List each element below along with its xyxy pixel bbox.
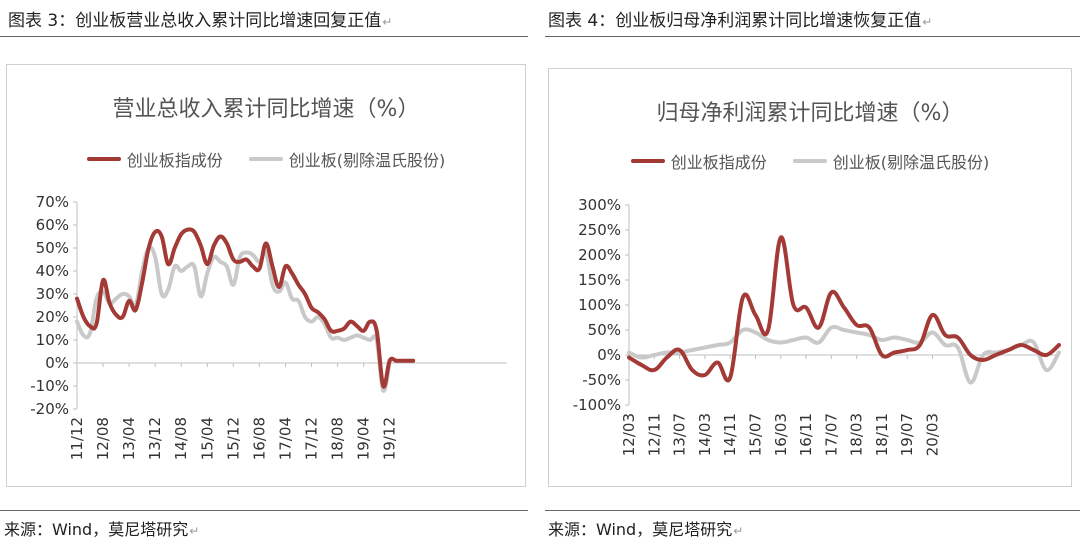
right-y-tick-label: -100% bbox=[573, 396, 621, 414]
right-x-tick-label: 14/11 bbox=[721, 413, 739, 456]
left-x-tick-label: 14/08 bbox=[172, 417, 190, 460]
left-y-tick-label: 50% bbox=[36, 239, 69, 257]
right-y-tick-label: -50% bbox=[582, 371, 621, 389]
left-y-tick-label: -20% bbox=[30, 400, 69, 418]
right-source-rule bbox=[545, 510, 1080, 511]
left-x-tick-label: 12/08 bbox=[94, 417, 112, 460]
right-x-tick-label: 20/03 bbox=[924, 413, 942, 456]
right-x-tick-label: 12/03 bbox=[620, 413, 638, 456]
right-x-tick-label: 16/03 bbox=[772, 413, 790, 456]
left-legend-swatch-1 bbox=[86, 157, 121, 161]
left-chart-box: 营业总收入累计同比增速（%） 创业板指成份 创业板(剔除温氏股份) 70% 60%… bbox=[6, 64, 526, 487]
right-y-tick-label: 300% bbox=[578, 196, 621, 214]
right-legend-label-2: 创业板(剔除温氏股份) bbox=[832, 153, 990, 172]
left-title-rule bbox=[0, 36, 528, 37]
left-x-tick-label: 15/04 bbox=[198, 417, 216, 460]
left-chart-title: 营业总收入累计同比增速（%） bbox=[112, 97, 420, 122]
left-x-tick-label: 16/08 bbox=[250, 417, 268, 460]
right-y-tick-label: 200% bbox=[578, 246, 621, 264]
right-title-rule bbox=[545, 36, 1080, 37]
right-legend-swatch-1 bbox=[630, 159, 665, 163]
right-legend-item-2: 创业板(剔除温氏股份) bbox=[792, 149, 990, 173]
right-x-tick-label: 19/07 bbox=[898, 413, 916, 456]
left-y-tick-label: 40% bbox=[36, 262, 69, 280]
left-legend-swatch-2 bbox=[248, 157, 283, 161]
left-y-tick-label: 70% bbox=[36, 193, 69, 211]
left-y-tick-label: 20% bbox=[36, 308, 69, 326]
right-x-tick-label: 15/07 bbox=[746, 413, 764, 456]
left-x-tick-label: 17/04 bbox=[276, 417, 294, 460]
left-x-tick-label: 19/12 bbox=[381, 417, 399, 460]
right-y-tick-label: 100% bbox=[578, 296, 621, 314]
right-y-tick-label: 0% bbox=[597, 346, 621, 364]
right-y-tick-label: 150% bbox=[578, 271, 621, 289]
left-legend-label-2: 创业板(剔除温氏股份) bbox=[288, 151, 446, 170]
right-x-tick-label: 17/07 bbox=[822, 413, 840, 456]
left-x-tick-label: 19/04 bbox=[355, 417, 373, 460]
left-series-1-line bbox=[75, 227, 416, 389]
right-legend: 创业板指成份 创业板(剔除温氏股份) bbox=[549, 149, 1071, 173]
right-chart-title: 归母净利润累计同比增速（%） bbox=[656, 101, 964, 126]
left-x-tick-label: 13/12 bbox=[146, 417, 164, 460]
left-y-tick-label: 0% bbox=[45, 354, 69, 372]
right-x-tick-label: 16/11 bbox=[797, 413, 815, 456]
right-source: 来源：Wind，莫尼塔研究↵ bbox=[548, 520, 744, 539]
left-legend-item-1: 创业板指成份 bbox=[86, 147, 223, 171]
right-legend-swatch-2 bbox=[792, 159, 827, 163]
left-legend: 创业板指成份 创业板(剔除温氏股份) bbox=[7, 147, 525, 171]
right-x-tick-label: 18/03 bbox=[848, 413, 866, 456]
right-x-tick-label: 18/11 bbox=[873, 413, 891, 456]
left-y-tick-label: 10% bbox=[36, 331, 69, 349]
left-x-tick-label: 15/12 bbox=[224, 417, 242, 460]
left-source: 来源：Wind，莫尼塔研究↵ bbox=[4, 520, 200, 539]
left-source-rule bbox=[0, 510, 528, 511]
right-figure-title: 图表 4：创业板归母净利润累计同比增速恢复正值↵ bbox=[548, 11, 933, 31]
right-plot: 300% 250% 200% 150% 100% 50% 0% -50% -100%12/03 1… bbox=[573, 196, 1061, 456]
right-legend-item-1: 创业板指成份 bbox=[630, 149, 767, 173]
left-x-tick-label: 11/12 bbox=[68, 417, 86, 460]
left-legend-label-1: 创业板指成份 bbox=[126, 151, 223, 170]
right-series-1-line bbox=[627, 235, 1061, 383]
left-y-tick-label: 30% bbox=[36, 285, 69, 303]
left-y-tick-label: 60% bbox=[36, 216, 69, 234]
right-chart-box: 归母净利润累计同比增速（%） 创业板指成份 创业板(剔除温氏股份) 300% 25… bbox=[548, 68, 1072, 487]
right-y-tick-label: 50% bbox=[588, 321, 621, 339]
right-x-tick-label: 12/11 bbox=[645, 413, 663, 456]
left-x-tick-label: 17/12 bbox=[303, 417, 321, 460]
left-y-tick-label: -10% bbox=[30, 377, 69, 395]
right-legend-label-1: 创业板指成份 bbox=[670, 153, 767, 172]
right-y-tick-label: 250% bbox=[578, 221, 621, 239]
right-x-tick-label: 13/07 bbox=[671, 413, 689, 456]
left-x-tick-label: 18/08 bbox=[329, 417, 347, 460]
left-figure-title: 图表 3：创业板营业总收入累计同比增速回复正值↵ bbox=[8, 11, 393, 31]
left-plot: 70% 60% 50% 40% 30% 20% 10% 0% -10% -20%11/12 12/0… bbox=[30, 193, 507, 460]
right-series-2-line bbox=[627, 324, 1061, 385]
right-x-tick-label: 14/03 bbox=[696, 413, 714, 456]
left-x-tick-label: 13/04 bbox=[120, 417, 138, 460]
left-series-2-line bbox=[75, 245, 392, 393]
left-legend-item-2: 创业板(剔除温氏股份) bbox=[248, 147, 446, 171]
